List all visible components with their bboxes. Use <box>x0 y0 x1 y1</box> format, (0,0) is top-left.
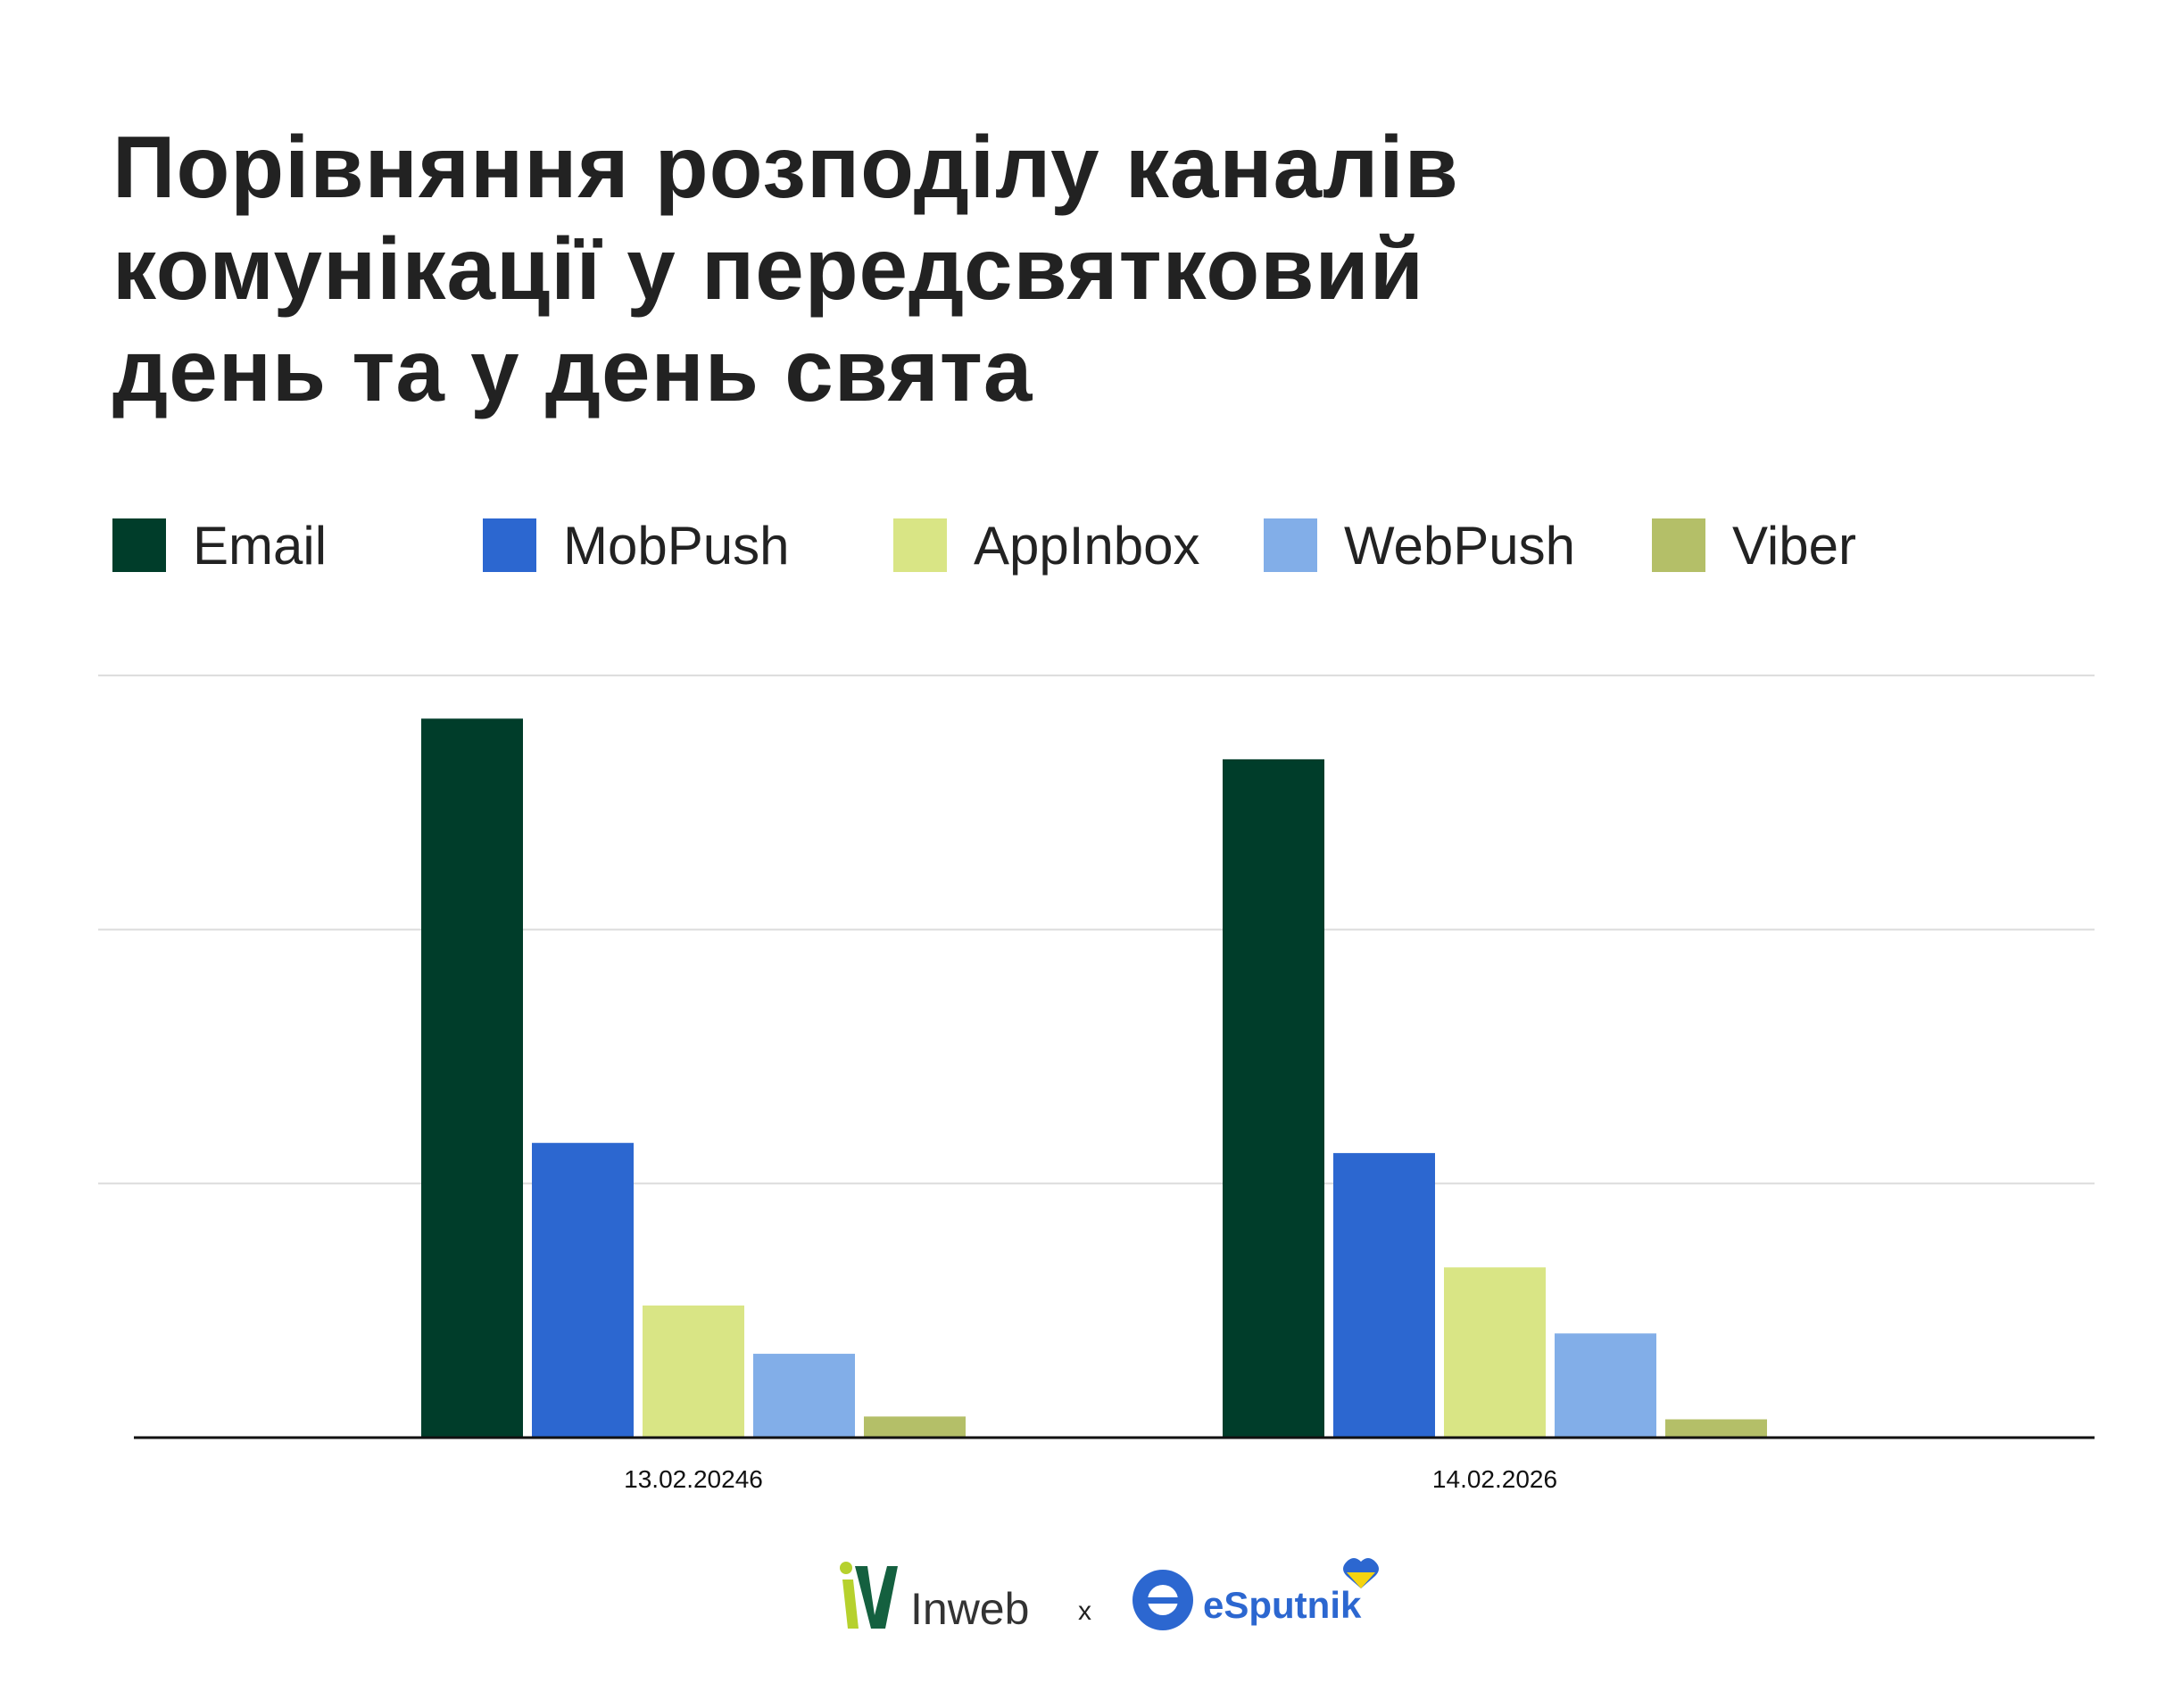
x-tick-label: 13.02.20246 <box>624 1465 763 1493</box>
footer-logos: Inweb x eSputnik <box>0 1553 2182 1633</box>
bar-appinbox <box>643 1305 744 1438</box>
bar-email <box>1223 759 1324 1438</box>
legend-swatch <box>1264 518 1317 572</box>
legend-swatch <box>1652 518 1705 572</box>
esputnik-text: eSputnik <box>1203 1584 1362 1626</box>
legend-swatch <box>483 518 536 572</box>
legend-label: Email <box>193 515 328 576</box>
title-line: день та у день свята <box>112 321 1033 419</box>
legend-item-webpush: WebPush <box>1264 515 1576 576</box>
legend-label: WebPush <box>1344 515 1576 576</box>
legend-item-email: Email <box>112 515 328 576</box>
esputnik-logo: eSputnik <box>1132 1558 1379 1630</box>
bar-viber <box>864 1416 966 1438</box>
bar-mobpush <box>532 1142 634 1438</box>
bar-webpush <box>753 1354 855 1438</box>
legend-swatch <box>893 518 947 572</box>
inweb-text: Inweb <box>910 1584 1029 1633</box>
bar-mobpush <box>1333 1153 1435 1438</box>
chart-title: Порівняння розподілу каналів комунікації… <box>112 116 1897 421</box>
bar-webpush <box>1555 1333 1656 1438</box>
legend-item-viber: Viber <box>1652 515 1856 576</box>
legend-item-mobpush: MobPush <box>483 515 790 576</box>
legend-label: Viber <box>1732 515 1856 576</box>
inweb-logo: Inweb <box>840 1562 1029 1633</box>
x-tick-label: 14.02.2026 <box>1432 1465 1557 1493</box>
partner-logos: Inweb x eSputnik <box>840 1558 1379 1633</box>
legend-swatch <box>112 518 166 572</box>
legend-label: AppInbox <box>974 515 1200 576</box>
title-line: комунікації у передсвятковий <box>112 220 1424 318</box>
legend-item-appinbox: AppInbox <box>893 515 1200 576</box>
legend: Email MobPush AppInbox WebPush Viber <box>112 515 2165 576</box>
bar-email <box>421 718 523 1438</box>
legend-label: MobPush <box>563 515 790 576</box>
bar-viber <box>1665 1419 1767 1438</box>
bar-appinbox <box>1444 1267 1546 1438</box>
separator: x <box>1078 1596 1091 1626</box>
title-line: Порівняння розподілу каналів <box>112 118 1459 216</box>
